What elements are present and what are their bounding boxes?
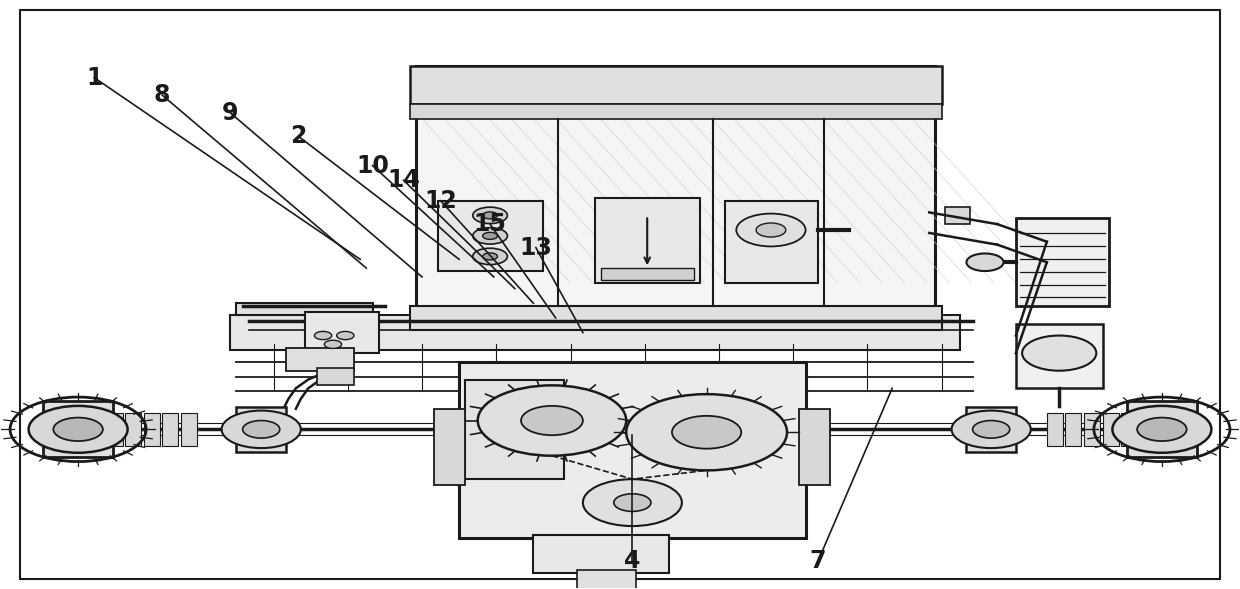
Text: 8: 8 [154, 83, 170, 107]
Bar [601, 268, 694, 280]
Circle shape [482, 253, 497, 260]
Bar [465, 379, 564, 479]
Bar [459, 362, 806, 538]
Circle shape [482, 232, 497, 239]
Bar [1065, 413, 1081, 446]
Circle shape [1022, 336, 1096, 370]
Text: 12: 12 [424, 188, 458, 213]
Text: 9: 9 [222, 101, 238, 125]
Text: 4: 4 [624, 549, 641, 573]
Bar [1102, 413, 1118, 446]
Bar [237, 407, 286, 452]
Circle shape [53, 418, 103, 441]
Bar [231, 315, 960, 350]
Bar [162, 413, 179, 446]
Circle shape [315, 332, 332, 340]
Bar [144, 413, 160, 446]
Text: 15: 15 [474, 212, 506, 236]
Bar [317, 368, 353, 385]
Bar [305, 312, 378, 353]
Circle shape [222, 411, 301, 448]
Bar [409, 66, 941, 104]
Circle shape [756, 223, 786, 237]
Circle shape [521, 406, 583, 435]
Bar [438, 201, 543, 271]
Circle shape [325, 340, 342, 349]
Circle shape [614, 494, 651, 511]
Bar [966, 407, 1016, 452]
Bar [1084, 413, 1100, 446]
Bar [800, 409, 831, 485]
Text: 13: 13 [520, 236, 552, 260]
Bar [434, 409, 465, 485]
Bar [1016, 219, 1109, 306]
Circle shape [1137, 418, 1187, 441]
Bar [181, 413, 197, 446]
Bar [1127, 401, 1197, 458]
Text: 10: 10 [356, 154, 389, 177]
Text: 1: 1 [86, 65, 103, 90]
Circle shape [672, 416, 742, 449]
Circle shape [583, 479, 682, 526]
Circle shape [472, 228, 507, 244]
Circle shape [472, 248, 507, 264]
Bar [409, 104, 941, 118]
Bar [945, 207, 970, 224]
Circle shape [972, 421, 1009, 438]
Circle shape [477, 385, 626, 456]
Circle shape [337, 332, 353, 340]
Circle shape [29, 406, 128, 453]
Bar [43, 401, 113, 458]
Bar [107, 413, 123, 446]
Bar [1121, 413, 1137, 446]
Circle shape [1112, 406, 1211, 453]
Bar [533, 535, 670, 573]
Circle shape [243, 421, 280, 438]
Circle shape [472, 207, 507, 224]
Text: 14: 14 [387, 168, 420, 192]
Circle shape [966, 253, 1003, 271]
Bar [125, 413, 141, 446]
Bar [286, 349, 353, 370]
Bar [1047, 413, 1063, 446]
Bar [415, 66, 935, 330]
Circle shape [626, 394, 787, 471]
Bar [577, 570, 636, 589]
Circle shape [737, 214, 806, 246]
Text: 2: 2 [290, 124, 306, 148]
Bar [237, 303, 372, 315]
Circle shape [482, 212, 497, 219]
Text: 7: 7 [810, 549, 826, 573]
Bar [409, 306, 941, 330]
Bar [595, 198, 701, 283]
Bar [1016, 324, 1102, 388]
Circle shape [951, 411, 1030, 448]
Bar [725, 201, 818, 283]
